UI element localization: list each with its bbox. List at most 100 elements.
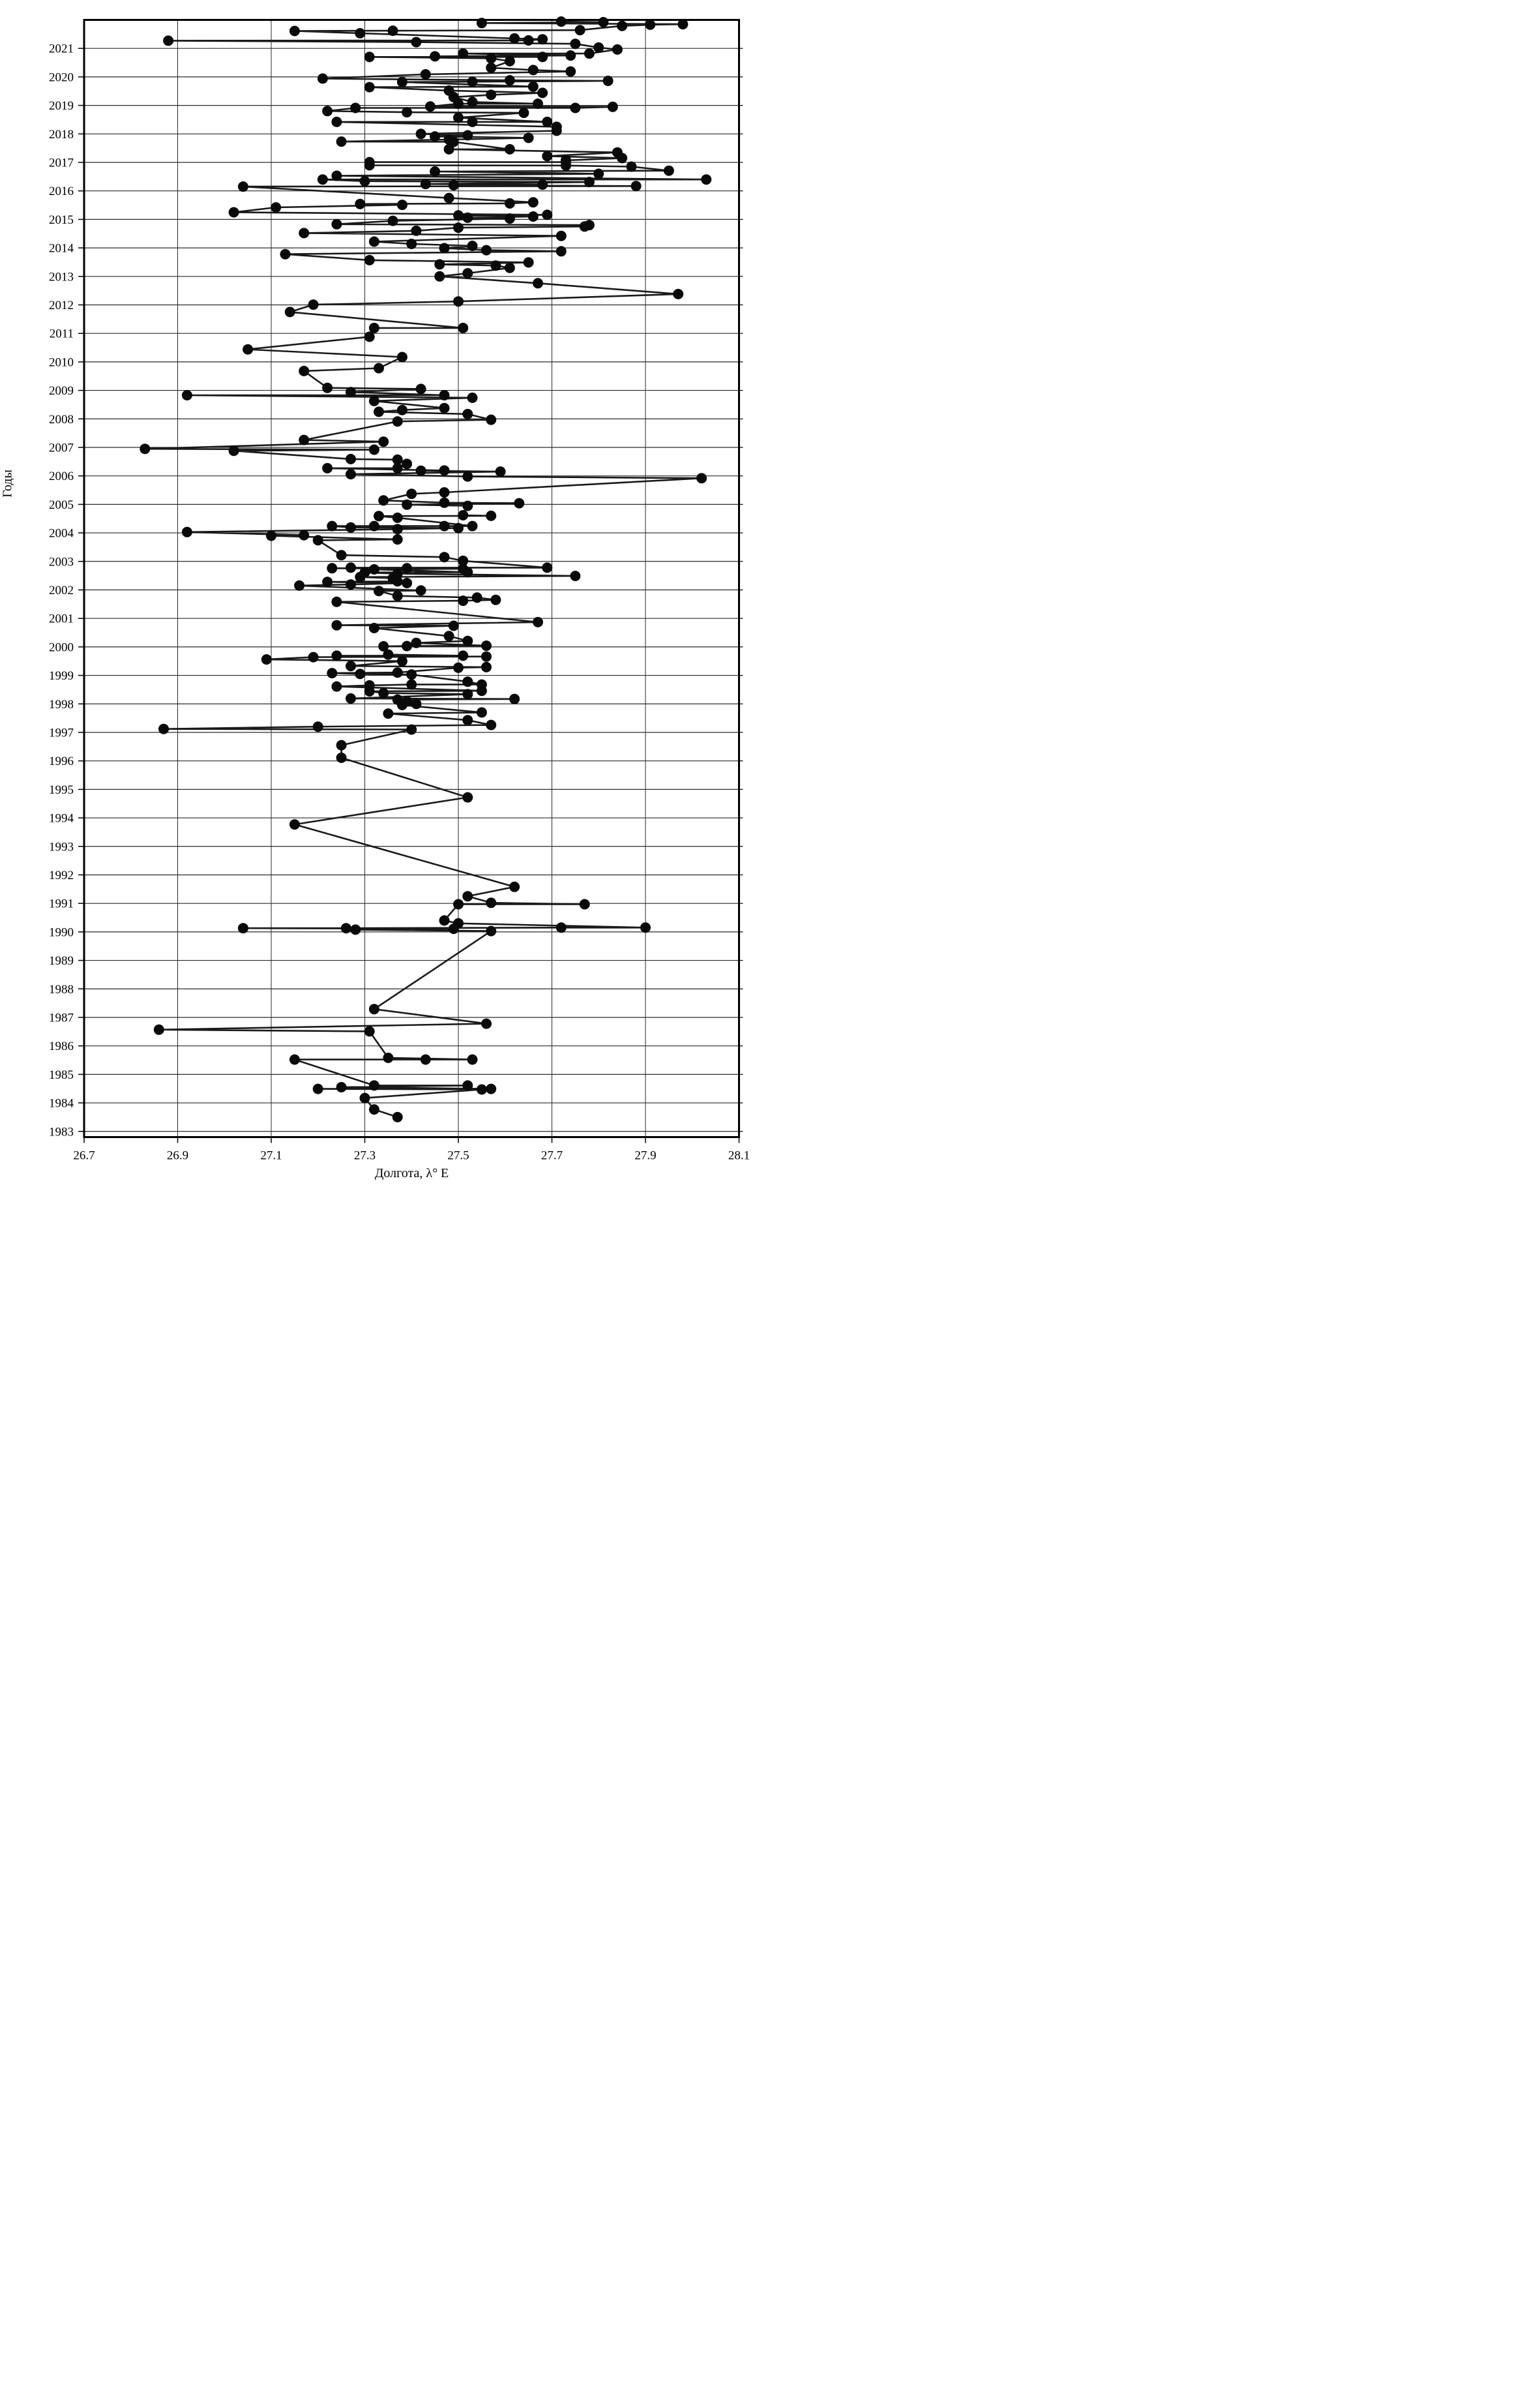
y-tick-label: 1992 — [49, 869, 74, 882]
data-point — [481, 640, 492, 652]
data-point — [284, 307, 295, 318]
data-point — [462, 500, 473, 511]
data-point — [364, 82, 375, 93]
data-point — [228, 207, 239, 218]
data-point — [327, 563, 338, 574]
data-point — [402, 578, 413, 588]
data-point — [626, 161, 637, 172]
data-point — [322, 106, 333, 117]
x-tick-label: 27.3 — [354, 1149, 376, 1163]
data-point — [392, 534, 403, 545]
data-point — [430, 166, 441, 177]
data-point — [462, 689, 473, 700]
data-point — [476, 18, 487, 29]
data-point — [645, 19, 656, 30]
data-point — [617, 20, 628, 31]
y-tick-label: 1985 — [49, 1068, 74, 1082]
data-point — [392, 694, 403, 705]
data-point — [374, 406, 384, 417]
data-point — [453, 662, 464, 673]
x-tick-label: 27.5 — [447, 1149, 469, 1163]
y-tick-label: 2012 — [49, 299, 74, 312]
data-point — [406, 239, 417, 249]
data-point — [312, 1083, 323, 1094]
data-point — [430, 51, 441, 62]
data-point — [346, 562, 356, 573]
data-point — [359, 1092, 370, 1103]
data-point — [514, 498, 525, 509]
y-tick-label: 2010 — [49, 355, 74, 369]
data-point — [486, 897, 497, 908]
data-point — [598, 17, 609, 27]
data-point — [368, 395, 379, 406]
data-point — [289, 819, 300, 830]
data-point — [701, 174, 712, 185]
data-point — [504, 143, 515, 155]
data-point — [486, 925, 497, 937]
data-point — [612, 44, 623, 55]
data-point — [368, 1104, 379, 1115]
data-point — [481, 245, 492, 256]
y-tick-label: 2015 — [49, 213, 74, 227]
data-point — [439, 915, 450, 926]
data-point — [396, 200, 407, 211]
y-tick-label: 1998 — [49, 698, 74, 712]
x-tick-label: 27.9 — [634, 1149, 656, 1163]
data-point — [565, 50, 576, 61]
data-point — [527, 65, 539, 76]
data-point — [453, 296, 464, 307]
y-tick-label: 2018 — [49, 128, 74, 142]
data-point — [663, 165, 674, 176]
data-point — [467, 76, 478, 87]
data-point — [331, 681, 342, 692]
data-point — [555, 246, 567, 257]
data-point — [467, 392, 478, 403]
y-tick-label: 2011 — [50, 327, 74, 341]
data-point — [570, 102, 581, 113]
data-point — [453, 210, 464, 221]
data-point — [387, 215, 398, 226]
data-point — [443, 631, 454, 642]
data-point — [439, 552, 450, 563]
data-point — [368, 623, 379, 633]
y-axis-title: Годы — [0, 470, 15, 498]
data-point — [355, 28, 366, 38]
data-point — [368, 1080, 379, 1091]
data-point — [289, 1054, 300, 1065]
data-point — [673, 288, 684, 299]
data-point — [374, 586, 384, 597]
data-point — [458, 48, 469, 59]
data-point — [443, 85, 454, 96]
y-tick-label: 1984 — [49, 1097, 74, 1111]
data-point — [453, 522, 464, 533]
data-point — [158, 723, 169, 734]
data-point — [542, 116, 553, 127]
data-point — [533, 616, 543, 627]
data-point — [555, 16, 567, 27]
data-point — [322, 577, 333, 588]
data-point — [495, 466, 506, 477]
data-point — [402, 107, 413, 118]
data-point — [163, 35, 174, 46]
data-point — [518, 108, 529, 118]
data-point — [439, 520, 450, 532]
data-point — [677, 19, 689, 30]
data-point — [481, 661, 492, 672]
data-point — [392, 568, 403, 579]
data-point — [331, 596, 342, 607]
data-point — [299, 228, 310, 239]
data-point — [486, 414, 497, 425]
data-point — [467, 116, 478, 127]
data-point — [289, 25, 300, 37]
data-point — [504, 75, 515, 86]
data-point — [392, 416, 403, 427]
data-point — [448, 180, 459, 190]
y-tick-label: 2013 — [49, 270, 74, 284]
y-tick-label: 1983 — [49, 1125, 74, 1139]
y-tick-label: 1991 — [49, 897, 74, 911]
data-point — [458, 650, 469, 661]
data-point — [523, 257, 534, 268]
y-tick-label: 1996 — [49, 755, 74, 768]
data-point — [392, 462, 403, 473]
y-tick-label: 2020 — [49, 70, 74, 84]
